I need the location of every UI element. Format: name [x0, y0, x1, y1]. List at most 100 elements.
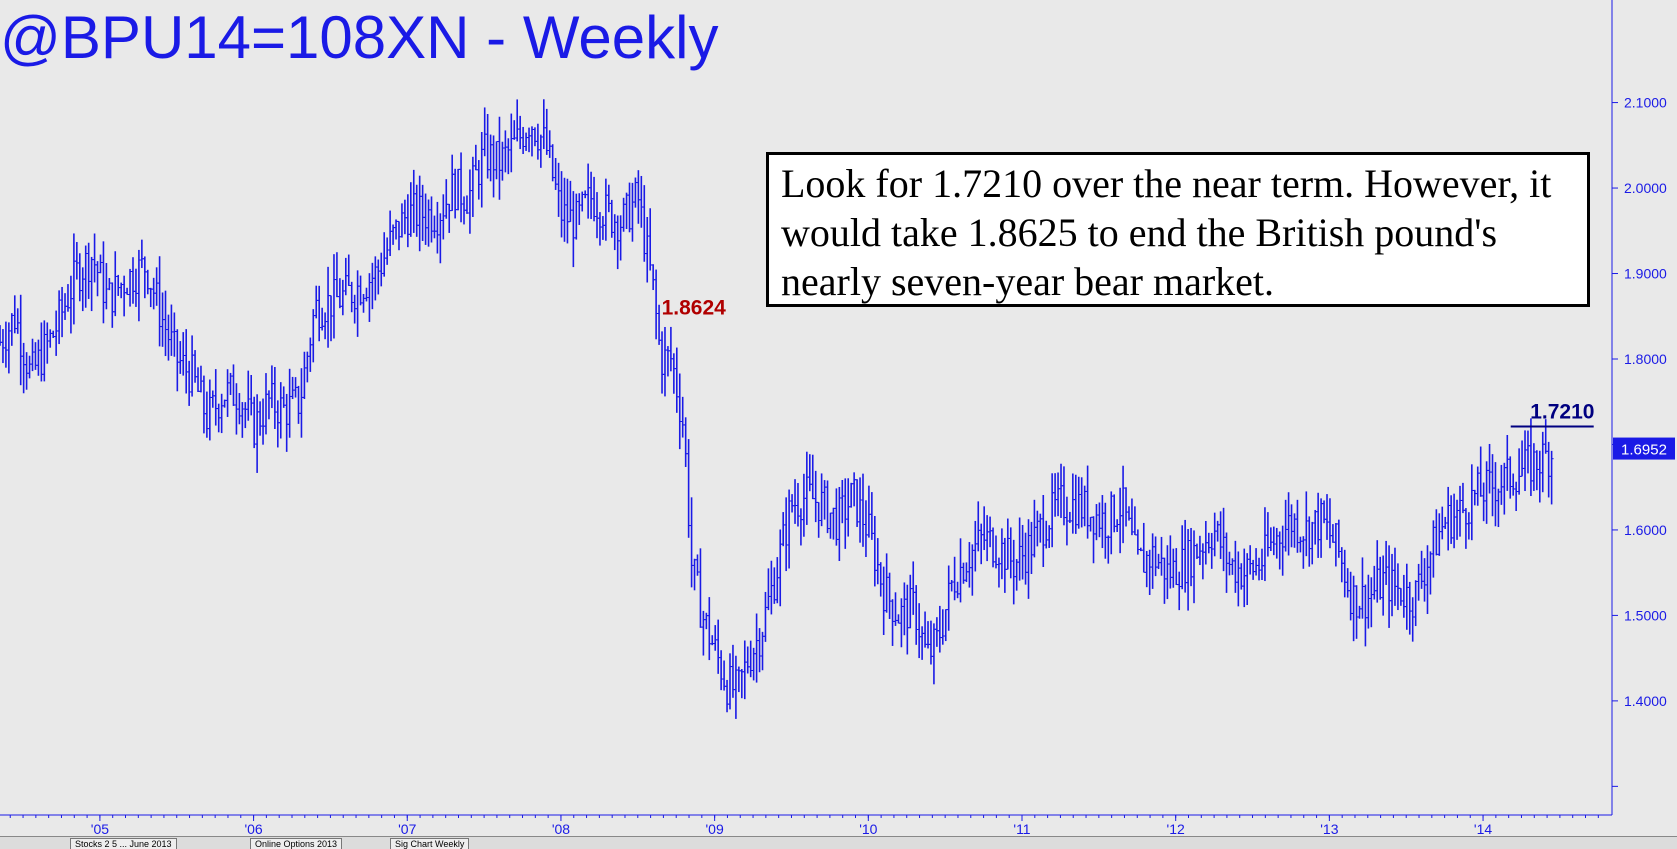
- price-bar: [1118, 487, 1123, 554]
- price-bar: [1425, 545, 1430, 614]
- price-bar: [1227, 551, 1232, 576]
- price-bar: [660, 331, 665, 394]
- price-bar: [860, 473, 865, 547]
- price-bar: [671, 353, 676, 394]
- price-bar: [358, 275, 363, 306]
- price-bar: [618, 215, 623, 261]
- price-bar: [1537, 450, 1542, 503]
- price-bar: [1061, 466, 1066, 526]
- price-bar: [1115, 519, 1120, 533]
- price-bar: [982, 506, 987, 551]
- strip-tab-1[interactable]: Stocks 2 5 ... June 2013: [70, 838, 177, 849]
- strip-tab-2[interactable]: Online Options 2013: [250, 838, 343, 849]
- price-bar: [240, 402, 245, 438]
- price-bar: [201, 375, 206, 434]
- price-bar: [1298, 536, 1303, 553]
- price-bar: [388, 210, 393, 257]
- price-bar: [991, 527, 996, 568]
- price-bar: [1212, 512, 1217, 557]
- price-bar: [905, 584, 910, 655]
- price-bar: [1339, 547, 1344, 583]
- price-bar: [568, 180, 573, 223]
- price-bar: [1206, 532, 1211, 554]
- price-bar: [1236, 551, 1241, 607]
- price-bar: [1472, 489, 1477, 506]
- price-bar: [627, 182, 632, 233]
- price-bar: [1431, 520, 1436, 578]
- price-bar: [795, 483, 800, 527]
- price-bar: [858, 477, 863, 543]
- price-bar: [426, 199, 431, 247]
- price-bar: [518, 115, 523, 150]
- price-bar: [1129, 498, 1134, 536]
- price-bar: [763, 591, 768, 642]
- price-bar: [136, 249, 141, 322]
- price-bar: [757, 628, 762, 673]
- price-bar: [1189, 527, 1194, 587]
- price-bar: [890, 599, 895, 646]
- price-bar: [973, 520, 978, 572]
- price-bar: [157, 256, 162, 347]
- price-bar: [999, 528, 1004, 580]
- price-bar: [822, 480, 827, 520]
- price-bar: [113, 251, 118, 317]
- price-bar: [1330, 524, 1335, 543]
- price-bar: [1197, 535, 1202, 566]
- y-tick-label: 1.9000: [1624, 266, 1667, 282]
- price-bar: [754, 613, 759, 683]
- price-label: 1.8624: [662, 297, 727, 320]
- price-bar: [719, 650, 724, 691]
- price-bar: [1174, 548, 1179, 586]
- price-bar: [104, 263, 109, 310]
- x-tick-label: '13: [1320, 821, 1338, 836]
- price-bar: [955, 581, 960, 599]
- price-bar: [1428, 551, 1433, 595]
- price-bar: [1283, 499, 1288, 552]
- price-bar: [190, 335, 195, 397]
- price-bar: [9, 313, 14, 346]
- price-bar: [1452, 493, 1457, 549]
- price-bar: [110, 282, 115, 328]
- price-bar: [290, 376, 295, 400]
- price-bar: [1091, 516, 1096, 564]
- strip-tab-3[interactable]: Sig Chart Weekly: [390, 838, 470, 849]
- y-tick-label: 1.4000: [1624, 693, 1667, 709]
- price-bar: [680, 396, 685, 438]
- price-bar: [1413, 580, 1418, 627]
- price-bar: [896, 614, 901, 624]
- price-bar: [1316, 492, 1321, 558]
- price-bar: [866, 485, 871, 538]
- price-bar: [884, 553, 889, 613]
- price-bar: [976, 501, 981, 552]
- price-bar: [1150, 533, 1155, 589]
- price-bar: [902, 582, 907, 636]
- price-bar: [692, 558, 697, 591]
- price-bar: [1505, 434, 1510, 491]
- price-bar: [125, 287, 130, 296]
- price-bar: [1289, 504, 1294, 548]
- price-bar: [323, 312, 328, 340]
- price-bar: [624, 192, 629, 229]
- price-bar: [1079, 477, 1084, 528]
- price-bar: [1422, 558, 1427, 602]
- price-bar: [798, 508, 803, 546]
- price-bar: [1257, 557, 1262, 581]
- price-bar: [1044, 520, 1049, 549]
- price-bar: [1398, 587, 1403, 606]
- price-bar: [843, 478, 848, 549]
- price-bar: [937, 605, 942, 653]
- price-bar: [92, 233, 97, 283]
- price-bar: [1159, 536, 1164, 576]
- price-bar: [529, 126, 534, 157]
- price-bar: [1336, 519, 1341, 558]
- price-bar: [863, 500, 868, 558]
- price-bar: [592, 176, 597, 222]
- price-bar: [320, 307, 325, 331]
- price-bar: [485, 114, 490, 179]
- price-bar: [1141, 522, 1146, 573]
- price-bar: [225, 369, 230, 417]
- price-bar: [1147, 549, 1152, 595]
- price-bar: [733, 655, 738, 719]
- price-bar: [645, 216, 650, 283]
- price-bar: [742, 640, 747, 700]
